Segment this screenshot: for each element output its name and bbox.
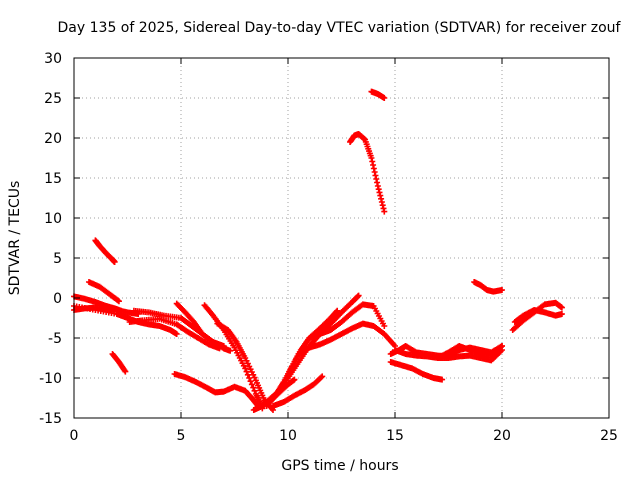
data-point xyxy=(111,259,118,265)
data-point xyxy=(291,376,298,383)
series-arc27 xyxy=(511,307,565,325)
data-point xyxy=(115,298,122,305)
data-point xyxy=(371,169,378,175)
series-arc05 xyxy=(109,351,129,375)
data-point xyxy=(114,297,121,304)
y-tick-label: 5 xyxy=(53,251,62,267)
data-point xyxy=(558,311,565,317)
y-tick-label: -5 xyxy=(48,331,62,347)
data-point xyxy=(376,189,383,196)
data-point xyxy=(173,331,180,337)
x-tick-label: 25 xyxy=(600,428,618,444)
y-tick-label: -10 xyxy=(39,371,62,387)
y-tick-label: 0 xyxy=(53,291,62,307)
x-axis-label: GPS time / hours xyxy=(281,458,398,474)
data-point xyxy=(558,304,565,311)
x-tick-label: 20 xyxy=(493,428,511,444)
data-point xyxy=(334,307,341,314)
grid-lines xyxy=(74,58,609,418)
y-tick-label: 25 xyxy=(44,91,62,107)
data-point xyxy=(243,368,250,375)
series-arc09 xyxy=(173,300,234,354)
series-arc24 xyxy=(434,343,505,361)
series-arc26 xyxy=(509,299,565,333)
series-arc15 xyxy=(263,292,362,409)
data-point xyxy=(251,387,258,394)
series-arc22 xyxy=(387,359,446,383)
data-point xyxy=(379,202,386,209)
data-point xyxy=(381,323,388,329)
series-arc10 xyxy=(201,302,266,412)
data-point xyxy=(499,287,505,293)
data-point xyxy=(247,378,254,385)
x-tick-label: 15 xyxy=(386,428,404,444)
data-point xyxy=(375,186,382,193)
data-point xyxy=(370,165,377,172)
series-arc04 xyxy=(85,279,122,305)
series-arc18 xyxy=(270,373,326,409)
y-tick-label: 15 xyxy=(44,171,62,187)
chart-title: Day 135 of 2025, Sidereal Day-to-day VTE… xyxy=(58,20,622,36)
y-tick-label: 20 xyxy=(44,131,62,147)
data-point xyxy=(227,347,234,354)
plot-frame xyxy=(73,57,610,419)
data-point xyxy=(380,205,387,212)
x-tick-label: 5 xyxy=(177,428,186,444)
data-point xyxy=(369,158,376,165)
series-arc12 xyxy=(171,371,262,409)
data-point xyxy=(242,365,249,372)
data-point xyxy=(439,376,446,383)
data-point xyxy=(122,368,129,375)
series-arc16 xyxy=(285,301,388,377)
data-point xyxy=(381,208,388,215)
data-point xyxy=(333,308,340,315)
data-point xyxy=(378,195,385,202)
data-point xyxy=(374,183,381,189)
data-series xyxy=(71,88,565,413)
y-tick-label: -15 xyxy=(39,411,62,427)
data-point xyxy=(378,199,385,205)
data-point xyxy=(381,95,388,101)
data-point xyxy=(373,176,380,182)
data-point xyxy=(244,371,251,378)
data-point xyxy=(499,343,505,349)
series-arc25 xyxy=(471,279,505,295)
y-tick-label: 10 xyxy=(44,211,62,227)
axes: 0 5 10 15 20 25 -15 -10 -5 0 5 10 15 20 25 30 xyxy=(39,51,618,444)
y-axis-label: SDTVAR / TECUs xyxy=(7,181,23,296)
data-point xyxy=(368,155,375,161)
series-arc19 xyxy=(347,131,388,215)
data-point xyxy=(250,384,257,391)
x-tick-label: 0 xyxy=(70,428,79,444)
data-point xyxy=(246,375,253,381)
series-arc17 xyxy=(295,320,398,357)
data-point xyxy=(318,374,325,381)
data-point xyxy=(319,373,326,380)
y-tick-label: 30 xyxy=(44,51,62,67)
series-arc20 xyxy=(368,88,388,101)
data-point xyxy=(248,381,255,388)
data-point xyxy=(370,162,377,168)
data-point xyxy=(355,292,362,299)
data-point xyxy=(374,179,381,186)
data-point xyxy=(372,172,379,179)
data-point xyxy=(377,192,384,199)
x-tick-label: 10 xyxy=(279,428,297,444)
series-arc01 xyxy=(92,237,118,265)
